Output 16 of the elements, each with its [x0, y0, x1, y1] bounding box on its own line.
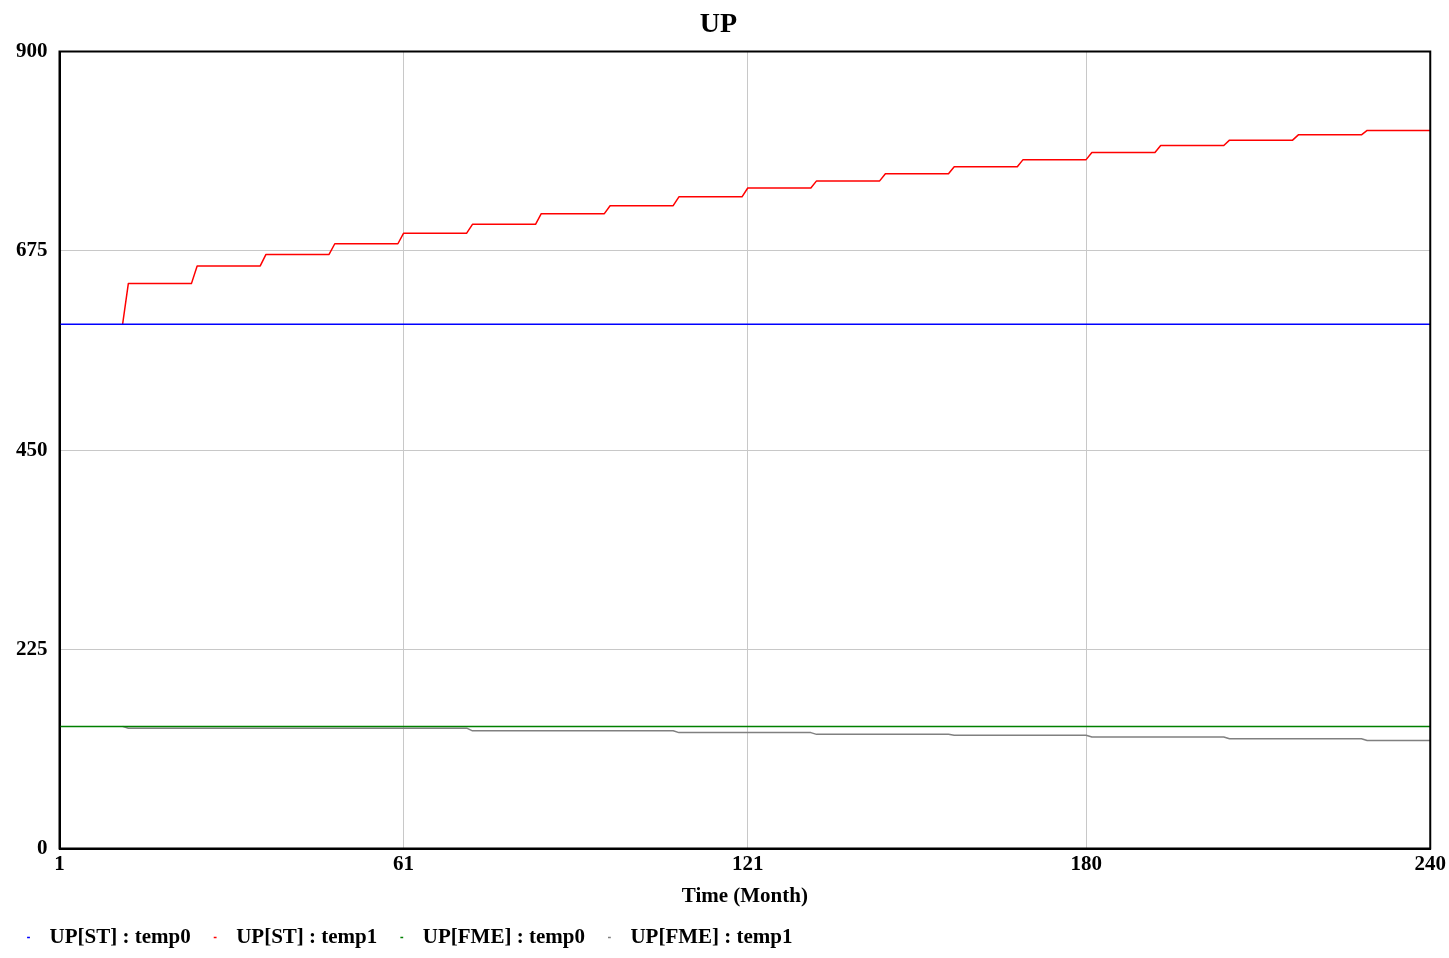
x-tick-label: 121 — [731, 850, 764, 875]
y-tick-label: 900 — [16, 38, 48, 63]
legend-label: UP[FME] : temp0 — [422, 923, 585, 948]
y-tick-label: 0 — [37, 835, 48, 860]
x-axis-title: Time (Month) — [681, 882, 808, 907]
x-tick-label: 1 — [54, 850, 65, 875]
x-tick-label: 61 — [393, 850, 415, 875]
x-tick-label: 240 — [1414, 850, 1446, 875]
y-tick-label: 675 — [16, 237, 48, 262]
legend-label: UP[ST] : temp0 — [49, 923, 191, 948]
x-tick-label: 180 — [1070, 850, 1102, 875]
legend-label: UP[ST] : temp1 — [236, 923, 378, 948]
y-tick-label: 450 — [16, 436, 48, 461]
y-tick-label: 225 — [16, 635, 48, 660]
legend-label: UP[FME] : temp1 — [630, 923, 793, 948]
chart-title: UP — [699, 7, 738, 39]
